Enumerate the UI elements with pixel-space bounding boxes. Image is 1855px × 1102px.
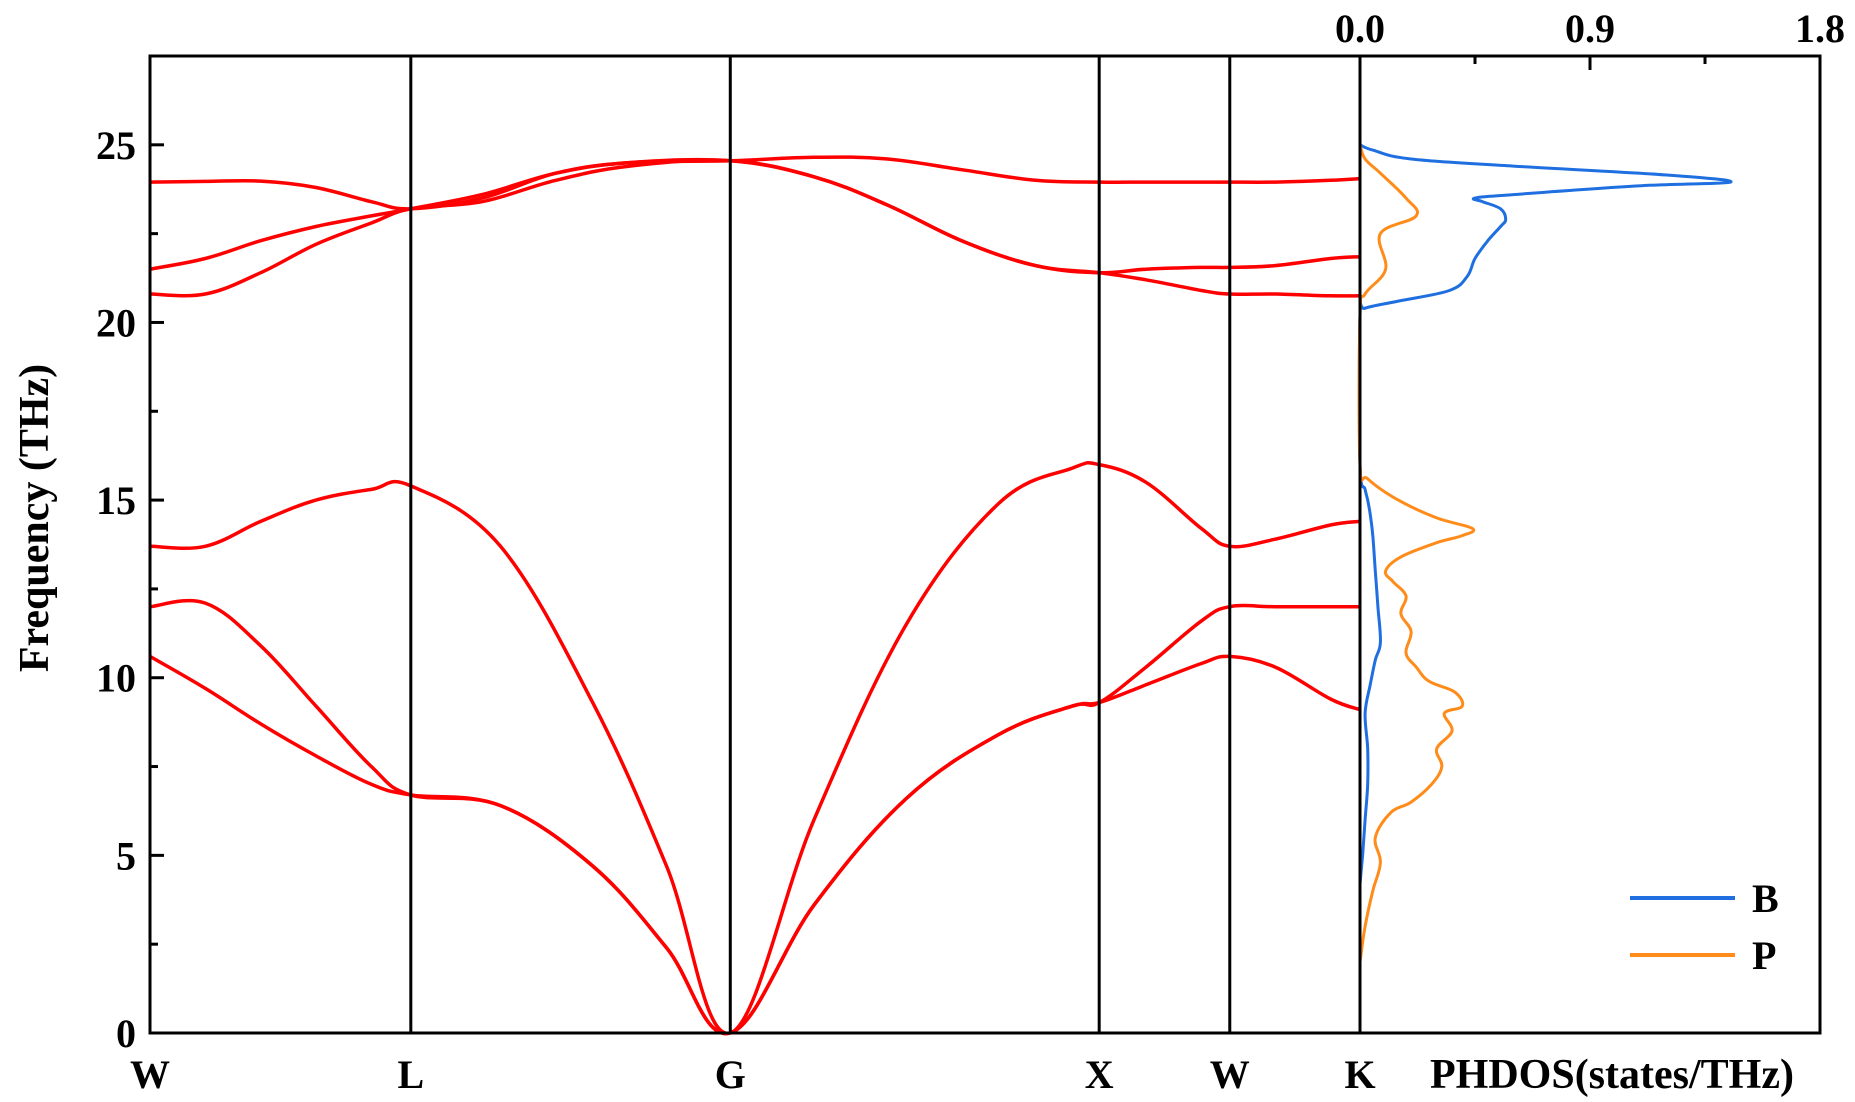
y-tick-label: 20: [96, 300, 136, 345]
band-branch-5: [149, 157, 1361, 275]
kpoint-label-k: K: [1344, 1052, 1375, 1097]
kpoint-label-l: L: [397, 1052, 424, 1097]
y-tick-label: 0: [116, 1011, 136, 1056]
kpoint-label-x: X: [1085, 1052, 1114, 1097]
kpoint-label-g: G: [715, 1052, 746, 1097]
kpoint-label-w: W: [1210, 1052, 1250, 1097]
y-tick-label: 15: [96, 478, 136, 523]
band-branch-1: [149, 654, 1361, 1036]
band-structure-lines: [149, 155, 1361, 1036]
phdos-series-b: [1357, 143, 1733, 884]
phdos-lines: [1357, 143, 1733, 963]
axis-ticks: 0 5 10 15 20 25 0.0 0.9 1.8: [96, 6, 1845, 1056]
y-tick-label: 25: [96, 123, 136, 168]
legend-label-b: B: [1752, 876, 1779, 921]
axes: [148, 54, 1822, 1035]
y-axis-label: Frequency (THz): [12, 364, 58, 672]
y-tick-label: 5: [116, 833, 136, 878]
band-branch-3: [149, 460, 1361, 1035]
phdos-series-p: [1357, 144, 1476, 963]
dos-tick-label: 0.0: [1335, 6, 1385, 51]
legend-label-p: P: [1752, 933, 1776, 978]
band-branch-6: [149, 155, 1361, 211]
phdos-axis-label: PHDOS(states/THz): [1430, 1052, 1794, 1098]
dos-tick-label: 0.9: [1565, 6, 1615, 51]
band-branch-2: [149, 598, 1360, 1036]
dos-tick-label: 1.8: [1795, 6, 1845, 51]
y-tick-label: 10: [96, 656, 136, 701]
kpoint-label-w: W: [130, 1052, 170, 1097]
legend: B P: [1630, 876, 1779, 978]
plot-frame: [148, 54, 1822, 1035]
